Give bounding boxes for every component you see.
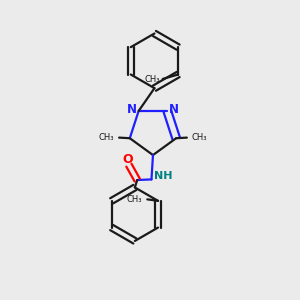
Text: NH: NH xyxy=(154,172,172,182)
Text: N: N xyxy=(127,103,137,116)
Text: CH₃: CH₃ xyxy=(145,75,160,84)
Text: CH₃: CH₃ xyxy=(192,133,207,142)
Text: N: N xyxy=(169,103,179,116)
Text: O: O xyxy=(122,153,133,166)
Text: CH₃: CH₃ xyxy=(98,133,114,142)
Text: CH₃: CH₃ xyxy=(127,195,142,204)
